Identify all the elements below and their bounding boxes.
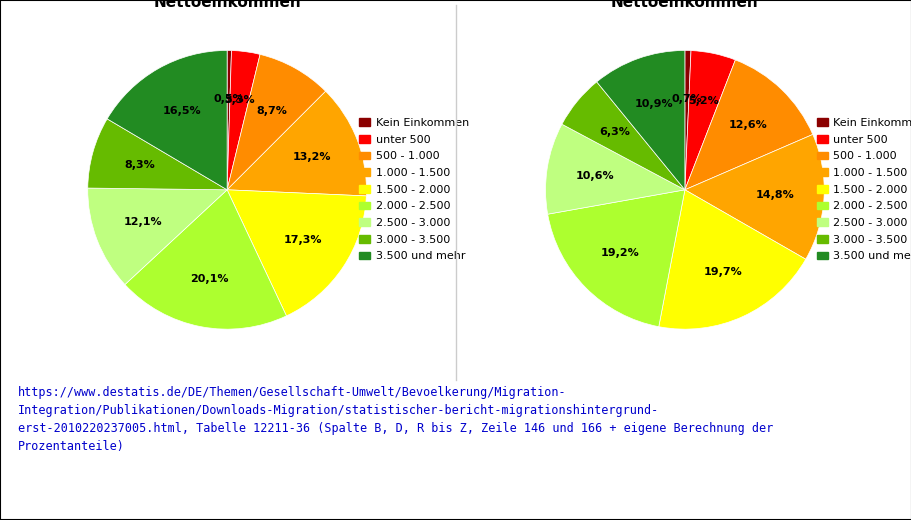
Wedge shape xyxy=(227,50,231,190)
Wedge shape xyxy=(658,190,804,329)
Wedge shape xyxy=(227,91,366,196)
Wedge shape xyxy=(87,188,227,284)
Wedge shape xyxy=(107,50,227,190)
Wedge shape xyxy=(87,119,227,190)
Text: 20,1%: 20,1% xyxy=(190,274,229,284)
Wedge shape xyxy=(684,50,734,190)
Text: https://www.destatis.de/DE/Themen/Gesellschaft-Umwelt/Bevoelkerung/Migration-
In: https://www.destatis.de/DE/Themen/Gesell… xyxy=(18,386,773,453)
Text: 16,5%: 16,5% xyxy=(163,106,201,116)
Text: 8,7%: 8,7% xyxy=(256,106,287,116)
Wedge shape xyxy=(561,82,684,190)
Text: 19,7%: 19,7% xyxy=(702,267,742,277)
Legend: Kein Einkommen, unter 500, 500 - 1.000, 1.000 - 1.500, 1.500 - 2.000, 2.000 - 2.: Kein Einkommen, unter 500, 500 - 1.000, … xyxy=(812,114,911,266)
Text: 0,5%: 0,5% xyxy=(213,94,243,104)
Text: 10,9%: 10,9% xyxy=(634,99,673,110)
Wedge shape xyxy=(227,55,325,190)
Text: 6,3%: 6,3% xyxy=(599,127,630,137)
Text: 13,2%: 13,2% xyxy=(292,152,331,162)
Wedge shape xyxy=(548,190,684,327)
Text: 3,3%: 3,3% xyxy=(224,95,254,105)
Title: Erwerbstätige ohne Migrationshintergrund nach Nettoeinkommen: Erwerbstätige ohne Migrationshintergrund… xyxy=(20,0,435,10)
Text: 8,3%: 8,3% xyxy=(125,160,155,171)
Wedge shape xyxy=(545,124,684,214)
Text: 0,7%: 0,7% xyxy=(670,94,701,104)
Wedge shape xyxy=(125,190,286,329)
Text: 5,2%: 5,2% xyxy=(688,96,718,106)
Text: 10,6%: 10,6% xyxy=(576,171,614,180)
Text: 19,2%: 19,2% xyxy=(600,249,640,258)
Wedge shape xyxy=(684,135,824,259)
Text: 14,8%: 14,8% xyxy=(755,190,793,200)
Text: 17,3%: 17,3% xyxy=(283,235,322,245)
Legend: Kein Einkommen, unter 500, 500 - 1.000, 1.000 - 1.500, 1.500 - 2.000, 2.000 - 2.: Kein Einkommen, unter 500, 500 - 1.000, … xyxy=(354,114,473,266)
Wedge shape xyxy=(684,60,812,190)
Text: 12,1%: 12,1% xyxy=(123,217,162,227)
Wedge shape xyxy=(596,50,684,190)
Title: Erwerbstätige mit Migrationshintergrund nach Nettoeinkommen: Erwerbstätige mit Migrationshintergrund … xyxy=(484,0,885,10)
Text: 12,6%: 12,6% xyxy=(728,120,766,129)
Wedge shape xyxy=(684,50,691,190)
Wedge shape xyxy=(227,190,366,316)
Wedge shape xyxy=(227,50,260,190)
